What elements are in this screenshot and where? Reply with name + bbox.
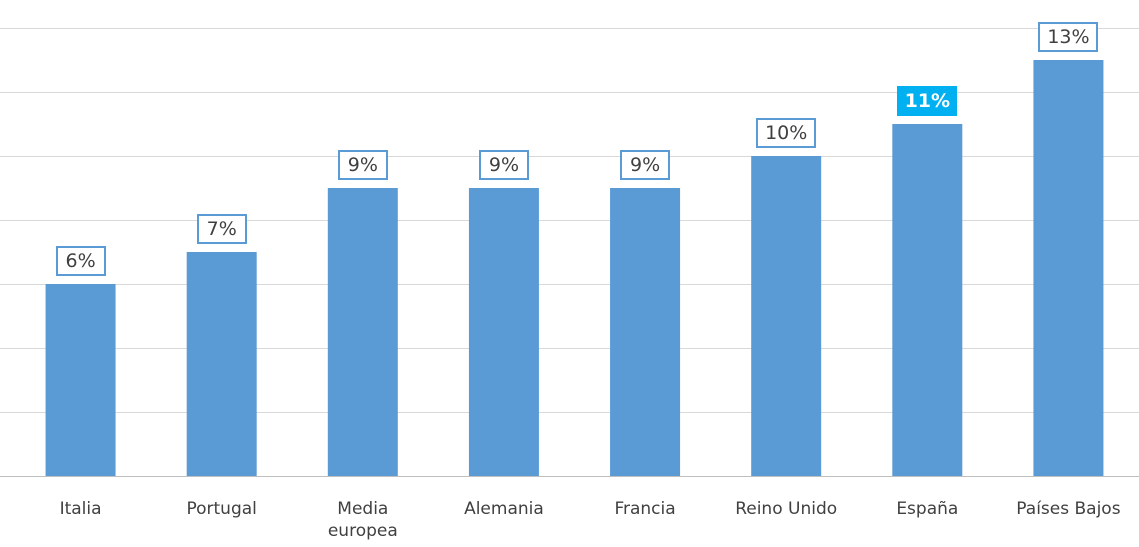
- x-tick-label: Alemania: [464, 499, 544, 519]
- bar: [45, 284, 116, 476]
- x-tick-label: España: [896, 499, 959, 519]
- data-label: 6%: [55, 246, 106, 276]
- bar: [1033, 60, 1104, 476]
- data-label: 10%: [756, 118, 817, 148]
- bar: [751, 156, 822, 476]
- data-label: 7%: [196, 214, 247, 244]
- x-tick-label: Media europea: [327, 499, 398, 541]
- data-label: 9%: [337, 150, 388, 180]
- data-label: 9%: [620, 150, 671, 180]
- x-tick-label: Francia: [614, 499, 676, 519]
- bar: [892, 124, 963, 476]
- data-label: 9%: [478, 150, 529, 180]
- bar: [468, 188, 539, 476]
- data-label: 13%: [1038, 22, 1099, 52]
- x-tick-label: Reino Unido: [735, 499, 838, 519]
- bar: [186, 252, 257, 476]
- x-tick-label: Portugal: [186, 499, 257, 519]
- data-label: 11%: [897, 86, 958, 116]
- bar: [610, 188, 681, 476]
- bar: [327, 188, 398, 476]
- x-tick-label: Italia: [59, 499, 102, 519]
- x-tick-label: Países Bajos: [1016, 499, 1121, 519]
